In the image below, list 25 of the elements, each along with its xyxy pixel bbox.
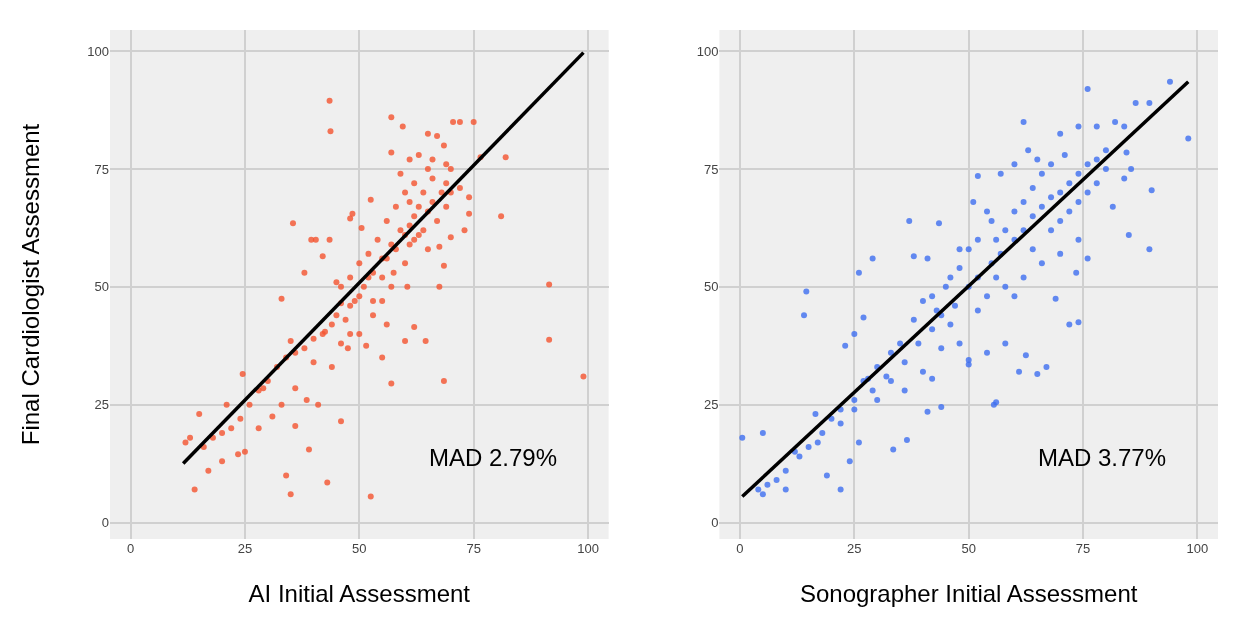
annotation: MAD 2.79% (429, 444, 558, 471)
x-tick-label: 0 (126, 541, 135, 556)
y-axis-title: Final Cardiologist Assessment (17, 123, 45, 446)
x-tick-label: 0 (736, 541, 744, 556)
y-tick-label: 50 (703, 279, 719, 295)
x-tick-label: 50 (961, 541, 976, 556)
y-tick-label: 50 (94, 279, 109, 295)
x-tick-label: 75 (1075, 541, 1091, 556)
x-axis-title: Sonographer Initial Assessment (799, 580, 1138, 608)
x-tick-label: 25 (237, 541, 253, 556)
y-tick-label: 75 (94, 161, 109, 177)
y-tick-label: 100 (87, 43, 109, 59)
x-tick-label: 75 (466, 541, 481, 556)
y-tick-label: 75 (703, 161, 719, 177)
annotation: MAD 3.77% (1038, 444, 1167, 471)
y-tick-label: 25 (94, 397, 109, 413)
y-tick-label: 0 (101, 515, 109, 531)
y-tick-label: 0 (711, 515, 719, 531)
y-tick-label: 100 (696, 43, 719, 59)
x-tick-label: 100 (1186, 541, 1209, 556)
x-tick-label: 100 (577, 541, 599, 556)
x-tick-label: 25 (847, 541, 862, 556)
x-axis-title: AI Initial Assessment (248, 580, 471, 608)
x-tick-label: 50 (352, 541, 367, 556)
y-tick-label: 25 (703, 397, 719, 413)
